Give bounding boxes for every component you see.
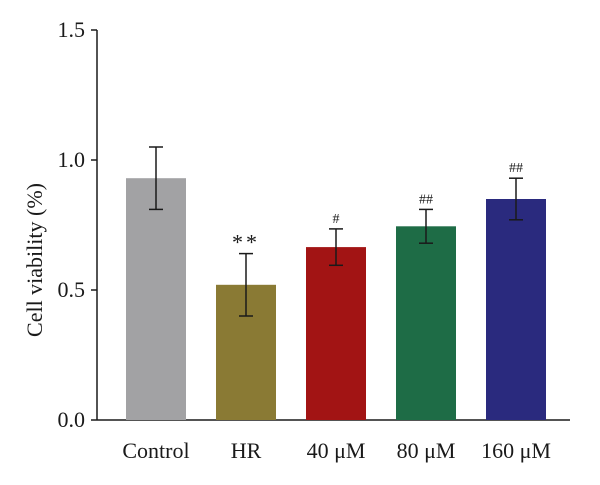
x-tick-label: 160 μM [481,438,551,463]
bar [486,199,546,420]
significance-annotation: ** [232,230,260,255]
x-tick-label: HR [231,438,262,463]
x-tick-label: 80 μM [397,438,456,463]
significance-annotation: ## [419,192,433,207]
y-tick-label: 1.0 [58,147,86,172]
bar [126,178,186,420]
y-axis-title: Cell viability (%) [22,183,47,337]
x-axis: Control HR 40 μM 80 μM 160 μM [97,419,570,463]
significance-annotation: # [333,212,340,227]
significance-annotation: ## [509,161,523,176]
bar [396,226,456,420]
bars: **##### [126,146,546,420]
y-tick-label: 0.0 [58,407,86,432]
y-axis: 0.0 0.5 1.0 1.5 [58,17,98,432]
y-tick-label: 1.5 [58,17,86,42]
x-tick-label: Control [122,438,189,463]
y-tick-label: 0.5 [58,277,86,302]
bar [306,247,366,420]
x-tick-label: 40 μM [307,438,366,463]
